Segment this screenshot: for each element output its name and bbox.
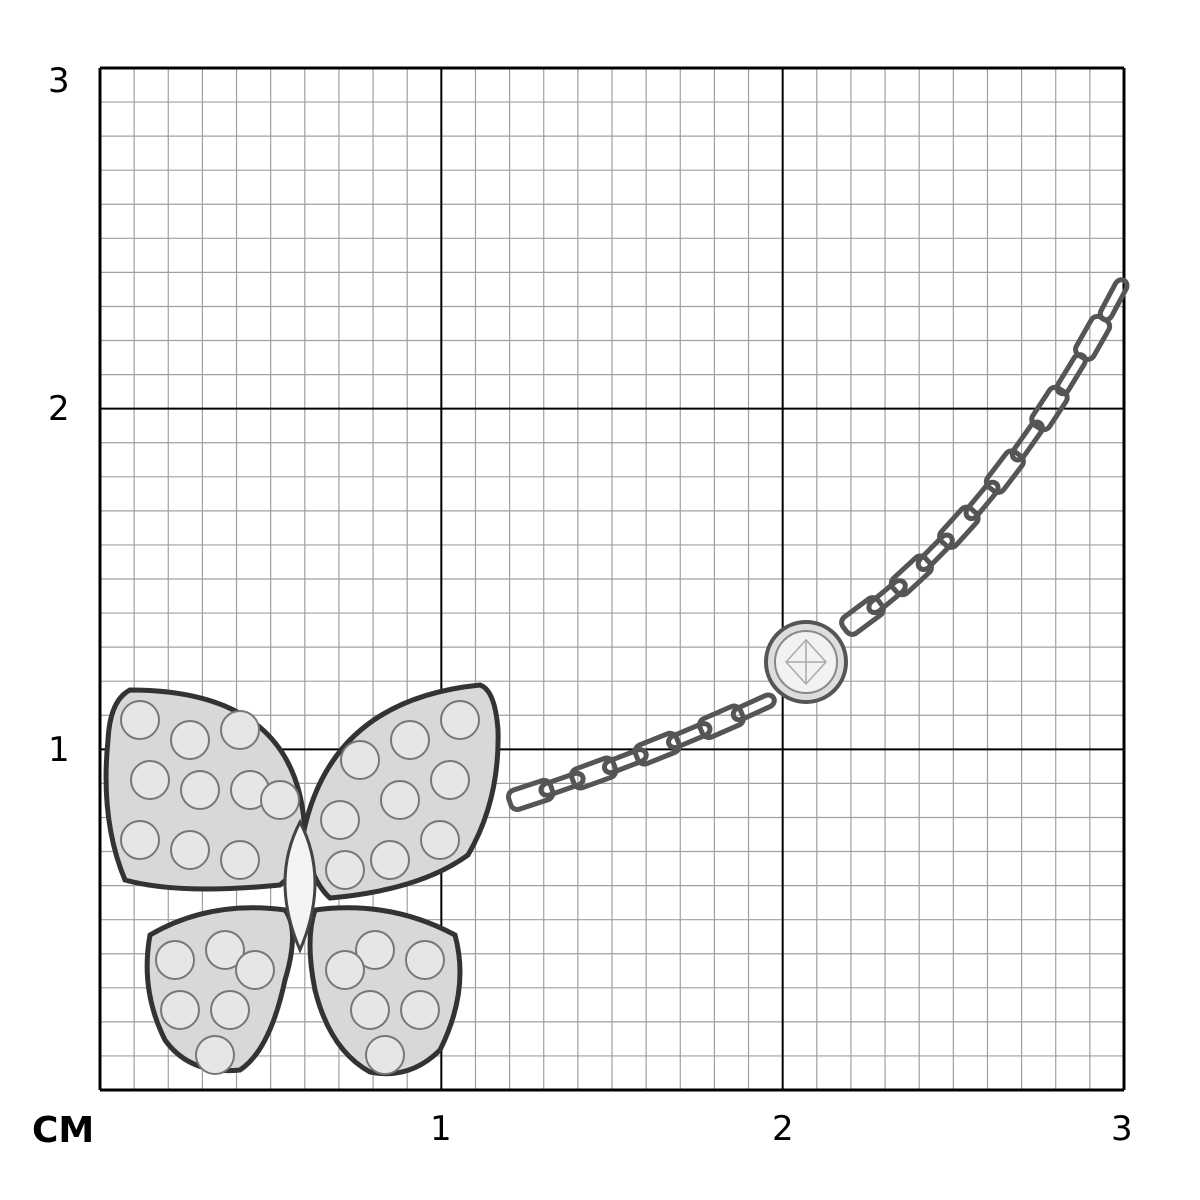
pave-diamond bbox=[400, 990, 440, 1030]
pave-diamond bbox=[170, 830, 210, 870]
chain-link bbox=[888, 553, 934, 598]
x-tick-1: 1 bbox=[430, 1109, 452, 1149]
pave-diamond bbox=[430, 760, 470, 800]
chain-link bbox=[601, 747, 649, 776]
bezel-diamond bbox=[764, 620, 848, 704]
pave-diamond bbox=[180, 770, 220, 810]
pave-diamond bbox=[340, 740, 380, 780]
pave-diamond bbox=[350, 990, 390, 1030]
pave-diamond bbox=[420, 820, 460, 860]
chain-link bbox=[937, 504, 981, 550]
pave-diamond bbox=[220, 710, 260, 750]
chain-link bbox=[983, 448, 1026, 495]
pave-diamond bbox=[205, 930, 245, 970]
y-tick-3: 3 bbox=[48, 61, 70, 101]
y-tick-2: 2 bbox=[48, 389, 70, 429]
pave-diamond bbox=[405, 940, 445, 980]
chain-link bbox=[696, 703, 746, 741]
pave-diamond bbox=[130, 760, 170, 800]
chain-link bbox=[1029, 384, 1070, 433]
pave-diamond bbox=[380, 780, 420, 820]
chain-link bbox=[1009, 419, 1045, 463]
chain-link bbox=[505, 777, 556, 812]
major-grid-lines bbox=[98, 66, 1126, 1092]
pave-diamond bbox=[370, 840, 410, 880]
pave-diamond bbox=[120, 700, 160, 740]
x-tick-3: 3 bbox=[1111, 1109, 1133, 1149]
chain-link bbox=[730, 692, 777, 723]
chain-link bbox=[1097, 277, 1130, 323]
chain-link bbox=[963, 479, 1001, 522]
chain-link bbox=[568, 755, 619, 791]
pave-diamond bbox=[355, 930, 395, 970]
pave-diamond bbox=[325, 950, 365, 990]
chain-link bbox=[866, 578, 908, 616]
pave-diamond bbox=[155, 940, 195, 980]
minor-grid-lines bbox=[100, 68, 1124, 1090]
chain-link bbox=[839, 595, 886, 637]
pave-diamond bbox=[160, 990, 200, 1030]
chain-link bbox=[538, 770, 586, 798]
x-tick-2: 2 bbox=[772, 1109, 794, 1149]
marquise-diamond bbox=[283, 818, 317, 954]
butterfly-pendant bbox=[103, 682, 501, 1077]
pave-diamond bbox=[210, 990, 250, 1030]
pave-diamond bbox=[235, 950, 275, 990]
pave-diamond bbox=[325, 850, 365, 890]
pave-diamond bbox=[320, 800, 360, 840]
chain-link bbox=[666, 721, 713, 750]
pave-diamond bbox=[220, 840, 260, 880]
chain-link bbox=[915, 532, 955, 572]
pave-diamond bbox=[260, 780, 300, 820]
pave-diamond bbox=[440, 700, 480, 740]
y-tick-1: 1 bbox=[48, 730, 70, 770]
chain-link bbox=[632, 730, 682, 767]
pave-diamond bbox=[120, 820, 160, 860]
pave-diamond bbox=[365, 1035, 405, 1075]
chain bbox=[505, 277, 1130, 812]
pave-diamond bbox=[390, 720, 430, 760]
pave-diamond bbox=[195, 1035, 235, 1075]
pave-diamond bbox=[170, 720, 210, 760]
unit-label: CM bbox=[32, 1110, 95, 1151]
